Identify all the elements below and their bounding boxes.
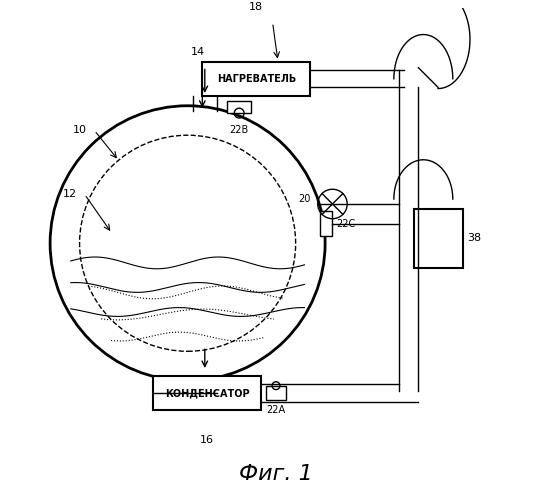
Text: 16: 16	[200, 435, 214, 445]
Text: НАГРЕВАТЕЛЬ: НАГРЕВАТЕЛЬ	[217, 74, 296, 84]
Text: 22C: 22C	[336, 218, 355, 228]
Bar	[203, 62, 310, 96]
Text: 12: 12	[63, 189, 77, 199]
Bar	[266, 386, 286, 400]
Text: 22A: 22A	[266, 406, 285, 415]
Text: 22B: 22B	[230, 126, 249, 136]
Bar	[153, 376, 261, 410]
Text: 20: 20	[298, 194, 310, 204]
Text: 18: 18	[250, 2, 263, 12]
Bar	[227, 101, 252, 113]
Text: 14: 14	[190, 46, 204, 56]
Text: Фиг. 1: Фиг. 1	[239, 464, 313, 484]
Bar	[413, 209, 463, 268]
Text: 10: 10	[72, 126, 87, 136]
Bar	[320, 212, 332, 236]
Text: 38: 38	[468, 234, 482, 243]
Text: КОНДЕНСАТОР: КОНДЕНСАТОР	[165, 388, 250, 398]
